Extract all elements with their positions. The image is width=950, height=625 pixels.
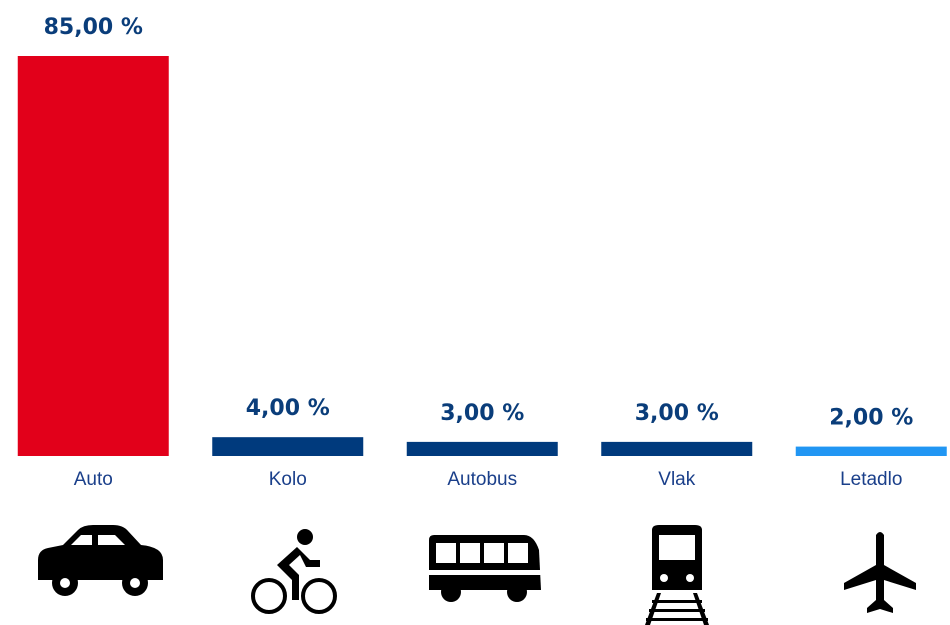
bike-icon [251,529,337,614]
value-label: 3,00 % [440,401,524,426]
bar [17,56,169,456]
bar [601,441,753,456]
value-label: 4,00 % [246,396,330,421]
category-label: Auto [74,469,113,490]
bus-icon [429,535,541,602]
value-label: 85,00 % [44,15,143,40]
category-label: Autobus [447,469,517,490]
train-icon [645,525,709,625]
icons [38,525,916,625]
value-label: 2,00 % [829,406,913,431]
bar [795,446,947,456]
category-label: Letadlo [840,469,902,490]
bar [212,437,364,456]
category-label: Kolo [269,469,307,490]
plane-icon [844,532,916,613]
value-label: 3,00 % [635,401,719,426]
bar [406,441,558,456]
car-icon [38,525,163,596]
category-label: Vlak [658,469,695,490]
